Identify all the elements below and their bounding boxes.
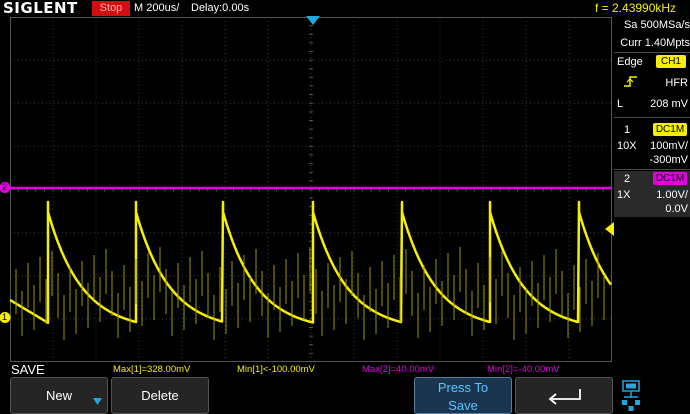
measurement-min-ch2: Min[2]=-40.00mV [487, 364, 560, 375]
new-button-label: New [45, 388, 72, 403]
run-state-badge[interactable]: Stop [92, 1, 130, 16]
ch1-trace [10, 200, 612, 325]
ch1-offset-marker[interactable] [0, 311, 12, 324]
delete-button[interactable]: Delete [111, 377, 209, 414]
chevron-down-icon [93, 398, 102, 405]
trigger-source-badge[interactable]: CH1 [656, 55, 686, 68]
ch1-scale[interactable]: 100mV/ [650, 140, 688, 152]
return-arrow-icon [548, 389, 581, 405]
panel-divider [614, 52, 690, 53]
panel-divider [614, 117, 690, 118]
ch1-coupling-badge[interactable]: DC1M [653, 123, 687, 136]
brand-logo: SIGLENT [3, 0, 78, 17]
ch1-offset[interactable]: -300mV [649, 154, 688, 166]
trigger-level-value[interactable]: 208 mV [650, 98, 688, 110]
new-button[interactable]: New [10, 377, 108, 414]
save-label: Save [448, 398, 478, 413]
back-button[interactable] [515, 377, 613, 414]
ch1-number[interactable]: 1 [623, 124, 631, 136]
delete-button-label: Delete [141, 388, 179, 403]
memory-depth-readout: Curr 1.40Mpts [620, 37, 690, 49]
rising-edge-icon [624, 76, 637, 87]
trigger-level-label: L [617, 98, 624, 110]
delay-readout[interactable]: Delay:0.00s [191, 2, 250, 14]
ch2-offset-marker[interactable] [0, 181, 12, 194]
trigger-position-marker[interactable] [306, 16, 320, 26]
menu-title: SAVE [11, 362, 45, 377]
sample-rate-readout: Sa 500MSa/s [623, 19, 690, 31]
ch2-number[interactable]: 2 [623, 173, 631, 185]
press-to-label: Press To [437, 380, 489, 395]
ch2-coupling-badge[interactable]: DC1M [653, 172, 687, 185]
panel-divider [614, 169, 690, 170]
waveform-display[interactable] [10, 17, 612, 362]
network-icon [622, 380, 640, 411]
timebase-readout[interactable]: M 200us/ [134, 2, 180, 14]
measurement-max-ch1: Max[1]=328.00mV [113, 364, 191, 375]
ch2-scale[interactable]: 1.00V/ [656, 189, 688, 201]
ch2-marker-label: 2 [2, 182, 8, 192]
trigger-level-marker[interactable] [605, 222, 614, 236]
trigger-type[interactable]: Edge [617, 56, 643, 68]
top-status-bar [0, 0, 690, 17]
ch2-probe: 1X [617, 189, 631, 201]
ch2-offset[interactable]: 0.0V [665, 203, 688, 215]
trigger-coupling[interactable]: HFR [665, 77, 688, 89]
measurement-max-ch2: Max[2]=40.00mV [362, 364, 435, 375]
ch1-probe: 10X [617, 140, 637, 152]
ch1-noise-band [15, 247, 605, 340]
frequency-readout: f = 2.43990kHz [595, 1, 677, 15]
ch1-marker-label: 1 [2, 312, 8, 322]
measurement-min-ch1: Min[1]<-100.00mV [237, 364, 315, 375]
press-to-save-button[interactable]: Press To Save [414, 377, 512, 414]
